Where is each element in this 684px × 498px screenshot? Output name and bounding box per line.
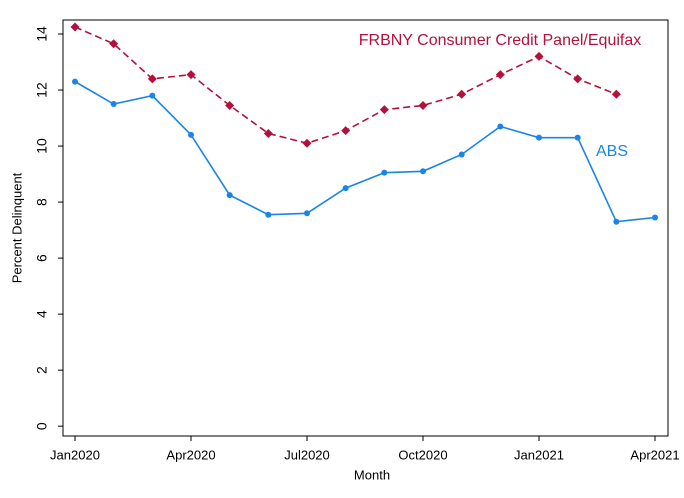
x-tick-label: Jul2020 [284,447,330,462]
point [611,89,621,99]
y-tick-label: 2 [34,366,50,374]
point [381,169,388,176]
point [149,92,156,99]
point [613,218,620,225]
point [109,39,119,49]
point [536,134,542,141]
point [457,89,467,99]
point [495,70,505,80]
y-tick-label: 0 [34,422,50,430]
y-tick-label: 6 [34,254,50,262]
point [379,105,389,115]
point [458,151,465,158]
point [72,78,78,85]
point [226,192,233,199]
point [188,131,194,138]
x-tick-label: Apr2021 [630,447,679,462]
y-tick-label: 8 [34,198,50,206]
x-axis-label: Month [354,467,390,482]
x-tick-label: Apr2020 [166,447,215,462]
y-tick-label: 14 [34,26,50,42]
plot-frame [62,19,669,437]
point [147,74,157,84]
point [265,211,272,218]
y-axis-label: Percent Delinquent [9,172,24,283]
series-label: ABS [596,143,628,160]
point [263,128,273,138]
point [70,22,80,32]
point [534,51,544,61]
series-label: FRBNY Consumer Credit Panel/Equifax [359,32,642,49]
series-line [74,80,656,223]
y-tick-label: 10 [34,138,50,154]
point [341,126,351,136]
y-tick-label: 12 [34,82,50,98]
x-tick-label: Oct2020 [398,447,447,462]
point [574,134,581,141]
point [652,214,658,221]
y-tick-label: 4 [34,310,50,318]
point [573,74,583,84]
point [497,123,504,130]
point [418,100,428,110]
point [304,210,310,217]
x-tick-label: Jan2021 [514,447,564,462]
point [302,138,312,148]
x-tick-label: Jan2020 [50,447,100,462]
point [342,185,349,192]
point [420,168,426,175]
point [110,101,117,108]
point [225,100,235,110]
point [186,70,196,80]
